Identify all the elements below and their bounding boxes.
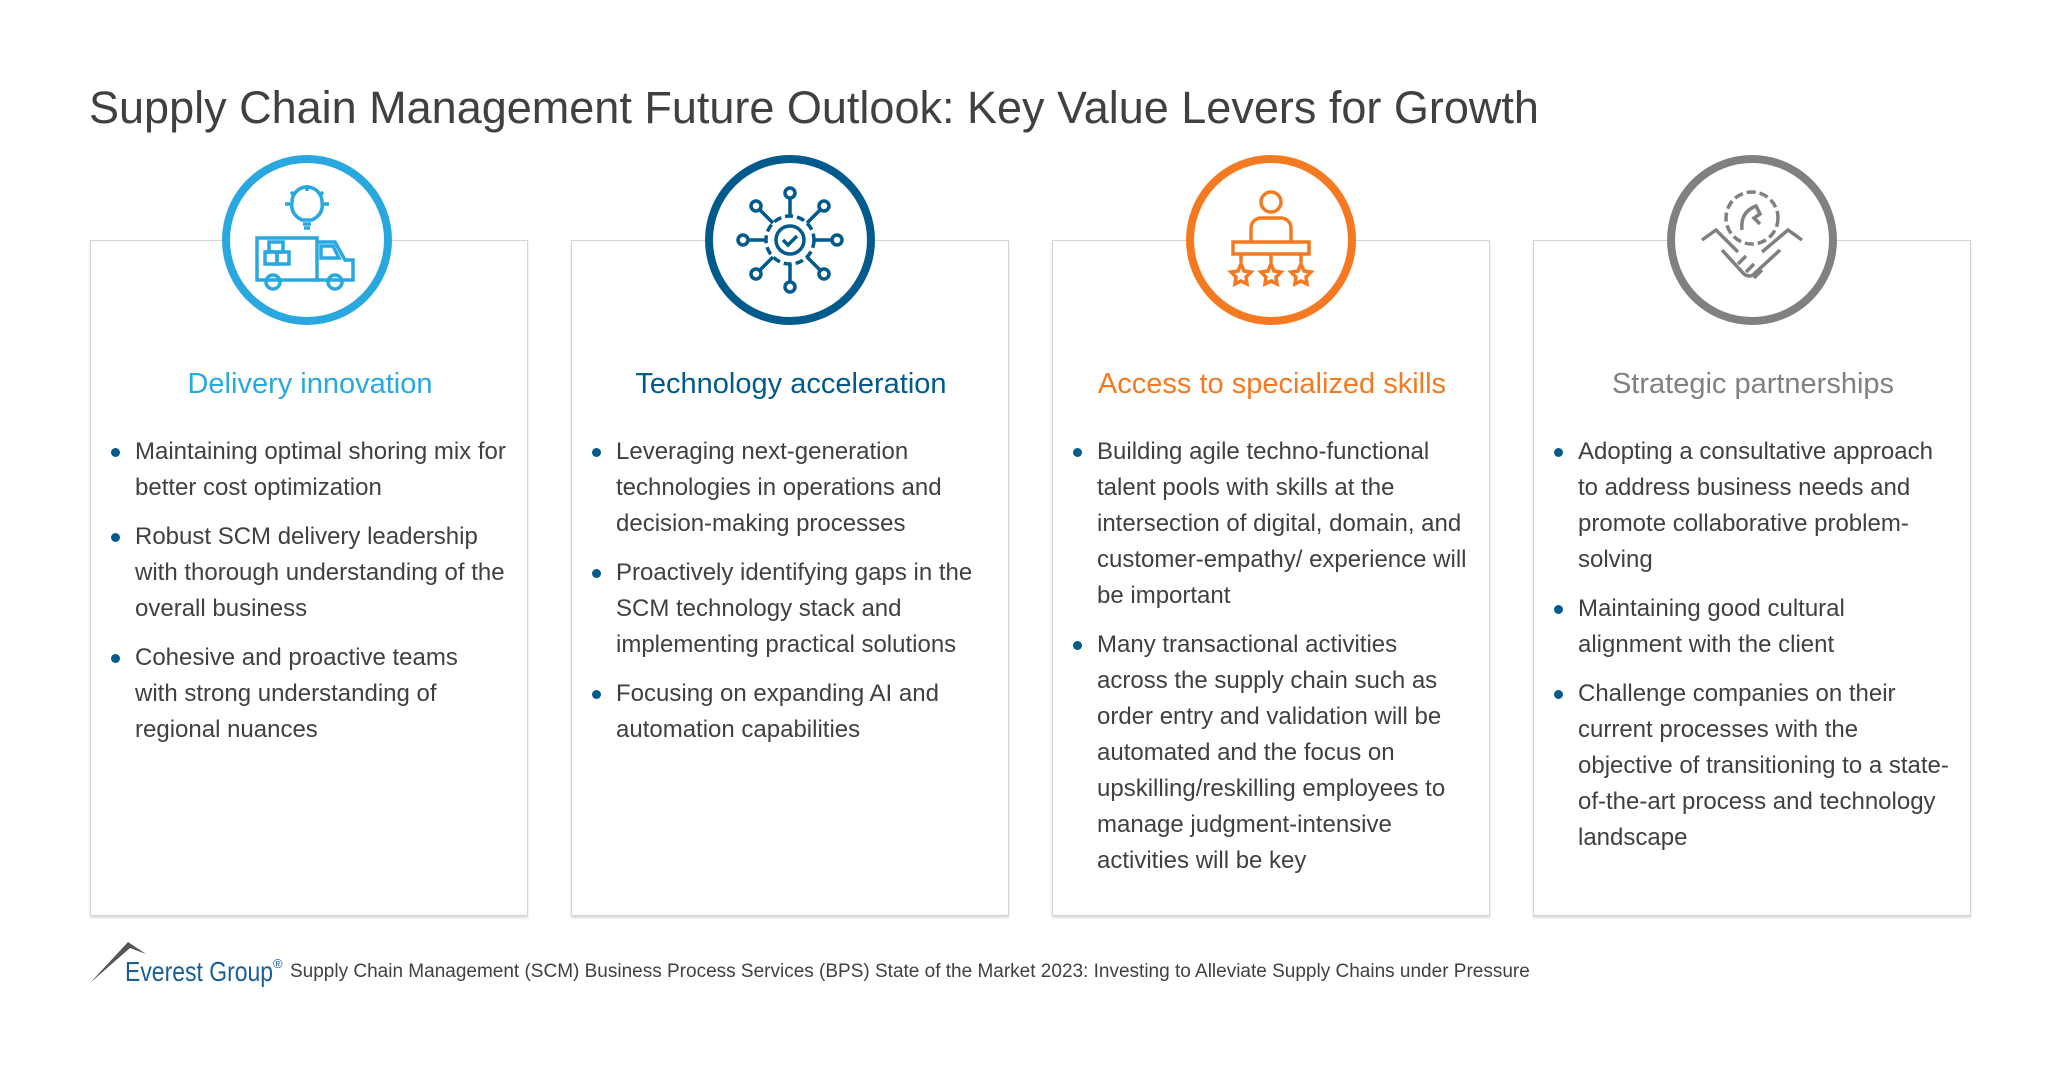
list-item: Robust SCM delivery leadership with thor… — [111, 519, 507, 627]
card-strategic-partnerships: Strategic partnerships Adopting a consul… — [1533, 240, 1971, 916]
card-heading: Delivery innovation — [187, 368, 433, 400]
bullet-list: Maintaining optimal shoring mix for bett… — [111, 434, 507, 761]
card-heading: Strategic partnerships — [1611, 368, 1895, 400]
list-item: Maintaining good cultural alignment with… — [1554, 591, 1950, 663]
list-item: Proactively identifying gaps in the SCM … — [592, 555, 988, 663]
registered-mark: ® — [273, 956, 283, 971]
bullet-list: Leveraging next-generation technologies … — [592, 434, 988, 761]
card-technology-acceleration: Technology acceleration Leveraging next-… — [571, 240, 1009, 916]
everest-group-logo: Everest Group ® — [90, 938, 283, 988]
list-item: Leveraging next-generation technologies … — [592, 434, 988, 542]
person-stars-icon — [1186, 155, 1356, 325]
footer: Everest Group ® Supply Chain Management … — [90, 938, 1530, 988]
delivery-truck-lightbulb-icon — [222, 155, 392, 325]
card-specialized-skills: Access to specialized skills Building ag… — [1052, 240, 1490, 916]
list-item: Challenge companies on their current pro… — [1554, 676, 1950, 856]
list-item: Many transactional activities across the… — [1073, 627, 1469, 879]
handshake-gear-icon — [1667, 155, 1837, 325]
card-heading: Access to specialized skills — [1097, 368, 1447, 400]
page-title: Supply Chain Management Future Outlook: … — [89, 82, 1539, 133]
source-text: Supply Chain Management (SCM) Business P… — [290, 961, 1530, 982]
list-item: Cohesive and proactive teams with strong… — [111, 640, 507, 748]
card-heading: Technology acceleration — [635, 368, 947, 400]
gear-network-icon — [705, 155, 875, 325]
list-item: Building agile techno-functional talent … — [1073, 434, 1469, 614]
bullet-list: Adopting a consultative approach to addr… — [1554, 434, 1950, 869]
list-item: Adopting a consultative approach to addr… — [1554, 434, 1950, 578]
bullet-list: Building agile techno-functional talent … — [1073, 434, 1469, 892]
logo-text: Everest Group — [125, 956, 274, 987]
card-delivery-innovation: Delivery innovation Maintaining optimal … — [90, 240, 528, 916]
list-item: Maintaining optimal shoring mix for bett… — [111, 434, 507, 506]
list-item: Focusing on expanding AI and automation … — [592, 676, 988, 748]
